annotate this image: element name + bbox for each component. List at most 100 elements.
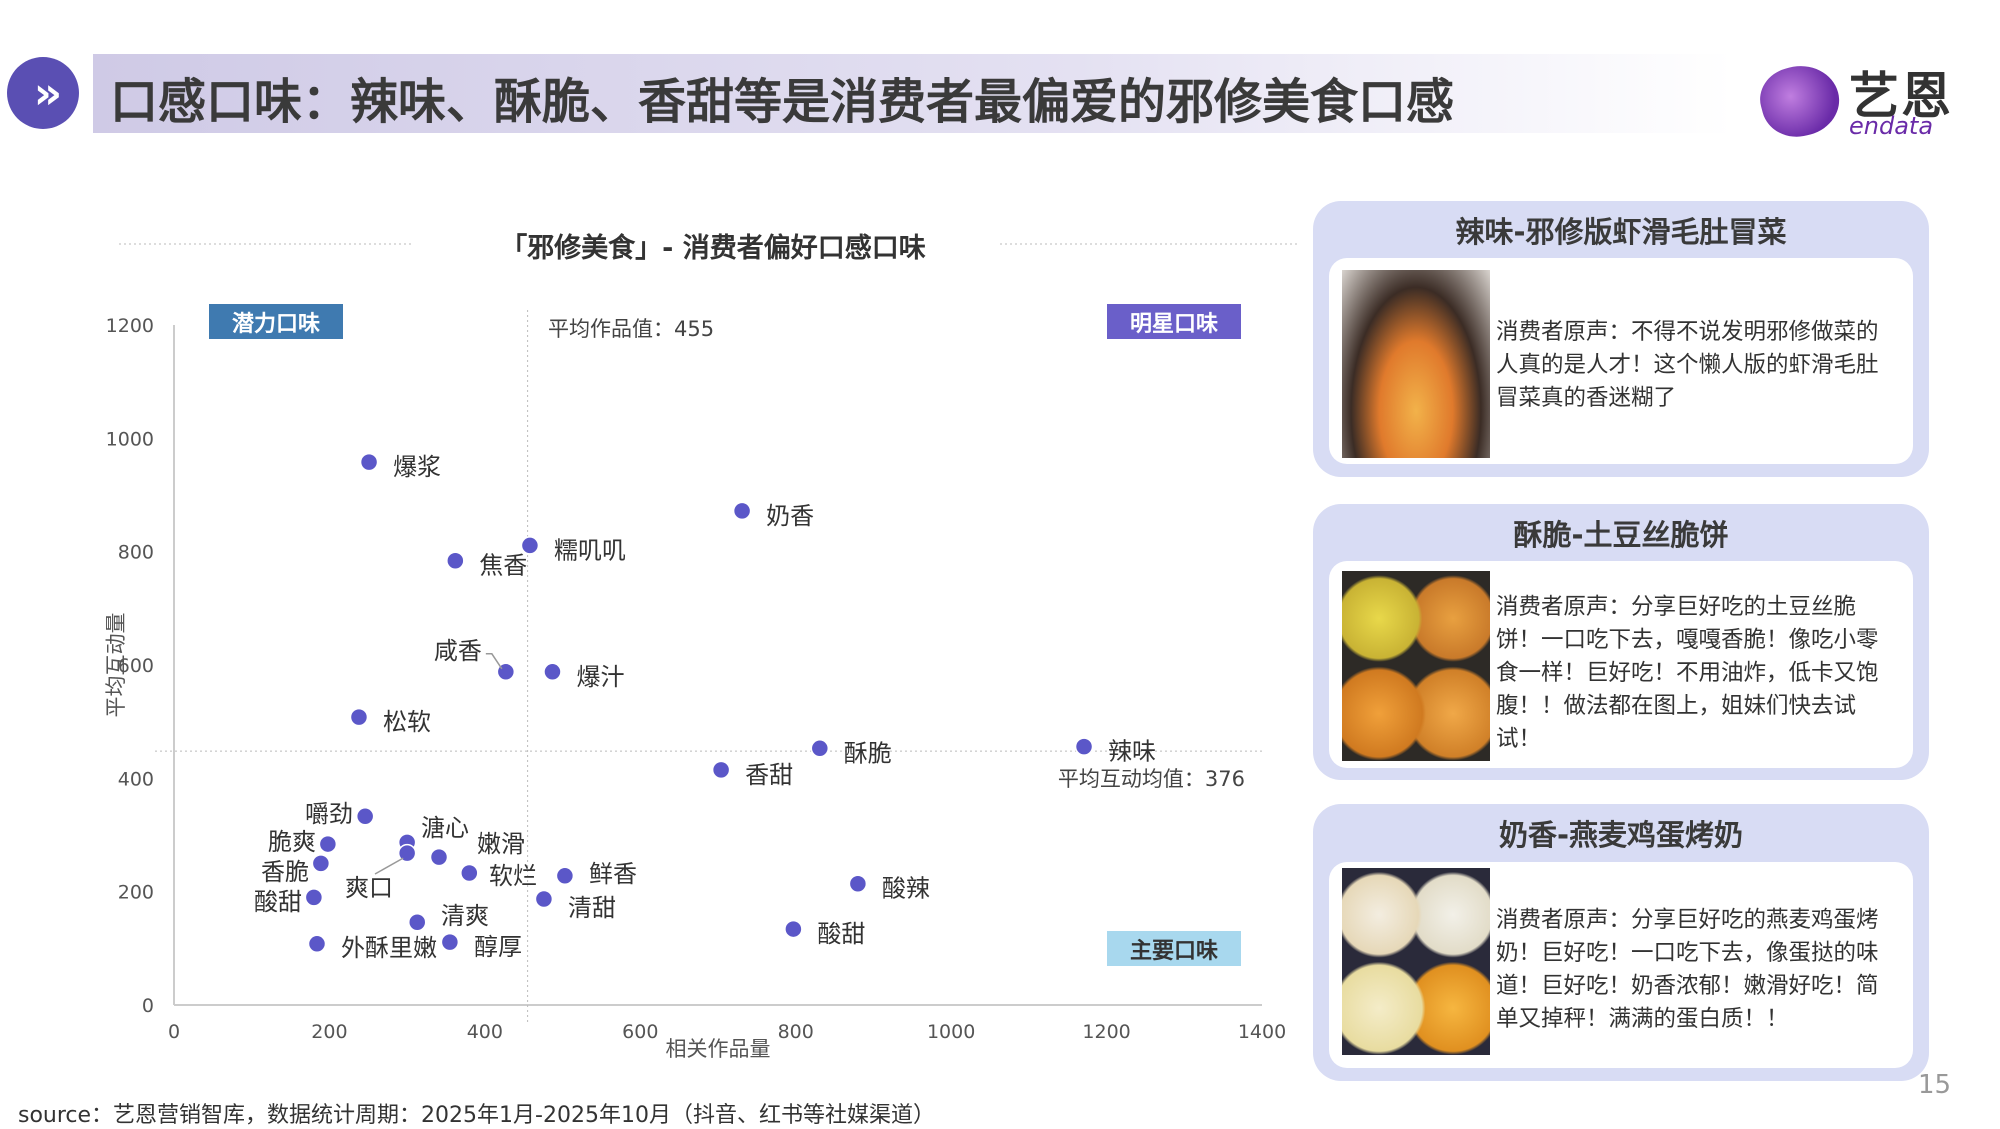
- panel-card: 消费者原声：分享巨好吃的土豆丝脆饼！一口吃下去，嘎嘎香脆！像吃小零食一样！巨好吃…: [1329, 561, 1913, 768]
- page-title: 口感口味：辣味、酥脆、香甜等是消费者最偏爱的邪修美食口感: [110, 74, 1455, 130]
- logo-en: endata: [1849, 112, 1934, 140]
- point-label: 软烂: [489, 862, 537, 890]
- point-label: 嚼劲: [305, 800, 353, 828]
- y-tick-label: 200: [118, 882, 154, 904]
- quadrant-star-label: 明星口味: [1130, 312, 1218, 337]
- logo-cn: 艺恩: [1849, 67, 1953, 125]
- consumer-quote: 消费者原声：分享巨好吃的土豆丝脆饼！一口吃下去，嘎嘎香脆！像吃小零食一样！巨好吃…: [1496, 594, 1879, 752]
- data-point: [307, 934, 327, 954]
- quadrant-potential-label: 潜力口味: [232, 312, 320, 337]
- point-label: 糯叽叽: [554, 536, 626, 564]
- point-label: 鲜香: [589, 860, 637, 888]
- y-tick-label: 600: [118, 655, 154, 677]
- data-point: [460, 863, 479, 883]
- data-point: [555, 866, 575, 886]
- data-point: [359, 452, 379, 472]
- point-label: 酸辣: [882, 875, 930, 903]
- point-label: 香甜: [745, 761, 793, 789]
- point-label: 焦香: [479, 552, 527, 580]
- panel-card: 消费者原声：不得不说发明邪修做菜的人真的是人才！这个懒人版的虾滑毛肚冒菜真的香迷…: [1329, 258, 1913, 464]
- y-tick-label: 800: [118, 542, 154, 564]
- y-tick-label: 0: [142, 995, 154, 1017]
- x-tick-label: 1000: [927, 1021, 975, 1043]
- quadrant-main-label: 主要口味: [1130, 939, 1218, 964]
- label-leader-line: [374, 857, 404, 875]
- label-leader-line: [485, 653, 503, 670]
- data-point: [711, 760, 731, 780]
- point-label: 酸甜: [254, 888, 302, 916]
- point-label: 咸香: [434, 637, 482, 665]
- point-label: 香脆: [261, 858, 309, 886]
- point-label: 酥脆: [844, 739, 892, 767]
- point-label: 嫩滑: [477, 830, 525, 858]
- data-point: [355, 807, 375, 826]
- data-point: [311, 854, 331, 873]
- point-label: 清甜: [568, 894, 616, 922]
- data-point: [534, 889, 554, 909]
- x-tick-label: 1400: [1238, 1021, 1286, 1043]
- x-tick-label: 0: [168, 1021, 180, 1043]
- data-point: [397, 843, 417, 863]
- point-label: 酸甜: [817, 920, 865, 948]
- data-point: [543, 662, 562, 682]
- x-tick-label: 800: [778, 1021, 814, 1043]
- data-point: [732, 501, 752, 521]
- point-label: 清爽: [441, 902, 489, 930]
- panel-title: 酥脆-土豆丝脆饼: [1513, 518, 1729, 552]
- food-photo: [1342, 571, 1490, 761]
- x-tick-label: 200: [311, 1021, 347, 1043]
- logo-mark-icon: [1753, 57, 1847, 145]
- case-panel-milky: 奶香-燕麦鸡蛋烤奶 消费者原声：分享巨好吃的燕麦鸡蛋烤奶！巨好吃！一口吃下去，像…: [1313, 804, 1929, 1081]
- source-note: source：艺恩营销智库，数据统计周期：2025年1月-2025年10月（抖音…: [18, 1103, 935, 1128]
- food-photo: [1342, 868, 1490, 1055]
- scatter-chart: 「邪修美食」- 消费者偏好口感口味 0 200 400 600 800 1000 1200 1…: [104, 232, 1297, 1061]
- title-bar: [93, 54, 1733, 133]
- panel-title: 辣味-邪修版虾滑毛肚冒菜: [1455, 215, 1787, 249]
- consumer-quote: 消费者原声：不得不说发明邪修做菜的人真的是人才！这个懒人版的虾滑毛肚冒菜真的香迷…: [1496, 319, 1879, 411]
- case-panel-crispy: 酥脆-土豆丝脆饼 消费者原声：分享巨好吃的土豆丝脆饼！一口吃下去，嘎嘎香脆！像吃…: [1313, 504, 1929, 780]
- x-tick-label: 600: [622, 1021, 658, 1043]
- panel-card: 消费者原声：分享巨好吃的燕麦鸡蛋烤奶！巨好吃！一口吃下去，像蛋挞的味道！巨好吃！…: [1329, 862, 1913, 1068]
- quadrant-potential-badge: [209, 304, 343, 339]
- point-label: 辣味: [1108, 738, 1156, 766]
- panel-title: 奶香-燕麦鸡蛋烤奶: [1498, 818, 1744, 852]
- point-label: 外酥里嫩: [341, 934, 437, 962]
- point-label: 爆浆: [393, 453, 441, 481]
- avg-x-label: 平均作品值：455: [548, 317, 714, 341]
- data-point: [349, 707, 369, 727]
- data-point: [784, 919, 803, 939]
- y-axis-label: 平均互动量: [104, 613, 128, 718]
- point-label: 醇厚: [474, 933, 522, 961]
- data-point: [520, 536, 540, 555]
- x-tick-label: 1200: [1082, 1021, 1130, 1043]
- y-tick-label: 1200: [106, 315, 154, 337]
- data-point: [848, 874, 868, 893]
- y-tick-label: 400: [118, 768, 154, 790]
- x-tick-label: 400: [467, 1021, 503, 1043]
- point-label: 爆汁: [576, 663, 624, 691]
- point-label: 溏心: [421, 814, 469, 842]
- consumer-quote: 消费者原声：分享巨好吃的燕麦鸡蛋烤奶！巨好吃！一口吃下去，像蛋挞的味道！巨好吃！…: [1496, 907, 1879, 1032]
- data-point: [440, 932, 460, 952]
- y-tick-label: 1000: [106, 428, 154, 450]
- data-point: [810, 739, 830, 758]
- data-point: [446, 551, 465, 570]
- endata-logo: 艺恩 endata: [1753, 57, 1961, 145]
- data-point: [304, 888, 324, 907]
- case-panel-spicy: 辣味-邪修版虾滑毛肚冒菜 消费者原声：不得不说发明邪修做菜的人真的是人才！这个懒…: [1313, 201, 1929, 477]
- chart-title: 「邪修美食」- 消费者偏好口感口味: [500, 232, 926, 264]
- data-point: [429, 847, 449, 867]
- chevron-double-right-icon[interactable]: »: [7, 57, 79, 129]
- data-point: [318, 834, 338, 854]
- data-point: [407, 913, 427, 932]
- quadrant-star-badge: [1107, 304, 1241, 339]
- page-number: 15: [1918, 1070, 1952, 1100]
- point-label: 脆爽: [268, 828, 316, 856]
- point-label: 奶香: [766, 502, 814, 530]
- food-photo: [1342, 270, 1490, 458]
- point-label: 松软: [383, 708, 431, 736]
- quadrant-main-badge: [1107, 931, 1241, 966]
- data-point: [1074, 737, 1094, 756]
- avg-y-label: 平均互动均值：376: [1058, 767, 1245, 791]
- point-label: 爽口: [345, 874, 393, 902]
